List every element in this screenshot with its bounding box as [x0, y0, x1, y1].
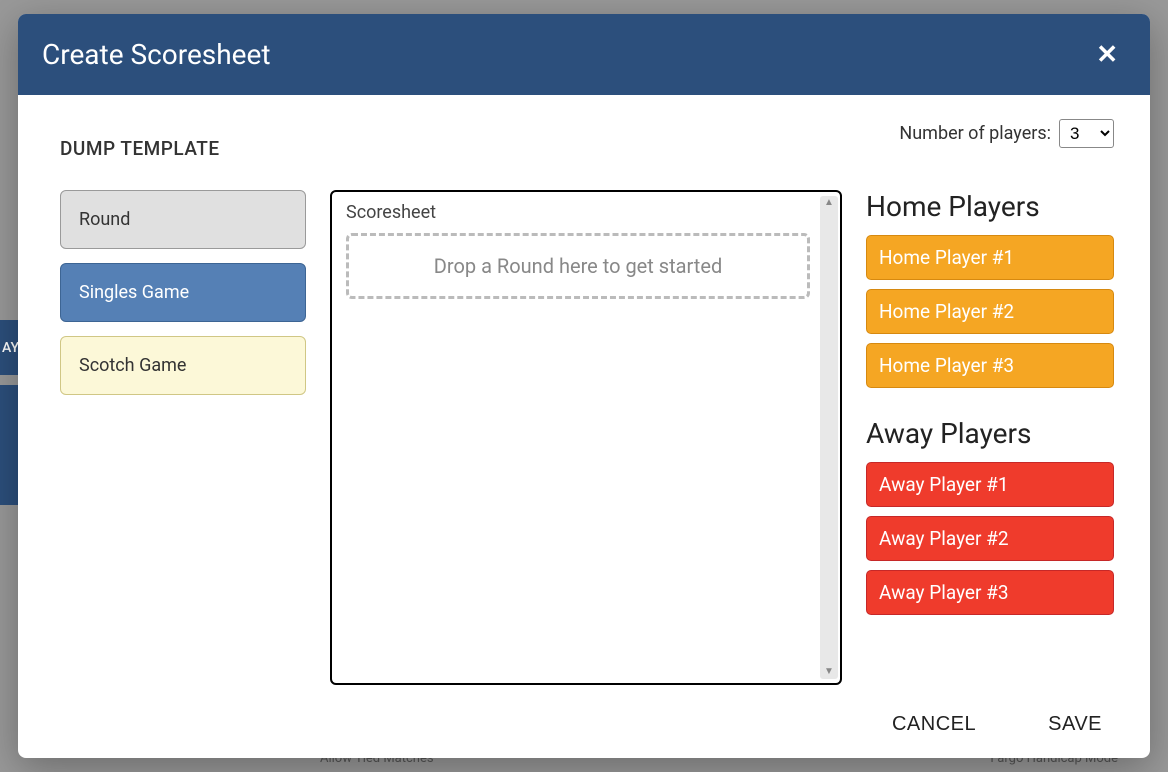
away-players-heading: Away Players [866, 417, 1114, 450]
away-player-1[interactable]: Away Player #1 [866, 462, 1114, 507]
scroll-down-icon[interactable]: ▼ [824, 667, 834, 677]
create-scoresheet-modal: Create Scoresheet ✕ DUMP TEMPLATE Number… [18, 14, 1150, 758]
scrollbar[interactable]: ▲ ▼ [820, 196, 838, 679]
modal-body: DUMP TEMPLATE Number of players: 3 Round… [18, 95, 1150, 695]
modal-title: Create Scoresheet [42, 38, 271, 71]
away-player-3[interactable]: Away Player #3 [866, 570, 1114, 615]
scoresheet-label: Scoresheet [346, 202, 832, 223]
scroll-up-icon[interactable]: ▲ [824, 198, 834, 208]
dump-template-button[interactable]: DUMP TEMPLATE [60, 137, 220, 160]
modal-header: Create Scoresheet ✕ [18, 14, 1150, 95]
home-player-3[interactable]: Home Player #3 [866, 343, 1114, 388]
scoresheet-canvas[interactable]: Scoresheet Drop a Round here to get star… [330, 190, 842, 685]
home-players-heading: Home Players [866, 190, 1114, 223]
game-type-scotch[interactable]: Scotch Game [60, 336, 306, 395]
away-player-2[interactable]: Away Player #2 [866, 516, 1114, 561]
main-content-row: Round Singles Game Scotch Game Scoreshee… [60, 190, 1114, 685]
cancel-button[interactable]: CANCEL [892, 713, 976, 736]
number-of-players-label: Number of players: [899, 123, 1051, 144]
home-player-1[interactable]: Home Player #1 [866, 235, 1114, 280]
top-controls-row: DUMP TEMPLATE Number of players: 3 [60, 119, 1114, 160]
round-dropzone[interactable]: Drop a Round here to get started [346, 233, 810, 299]
home-player-2[interactable]: Home Player #2 [866, 289, 1114, 334]
modal-footer: CANCEL SAVE [18, 695, 1150, 758]
players-panel: Home Players Home Player #1 Home Player … [866, 190, 1114, 685]
number-of-players-select[interactable]: 3 [1059, 119, 1114, 148]
game-type-singles[interactable]: Singles Game [60, 263, 306, 322]
close-icon[interactable]: ✕ [1096, 42, 1118, 68]
number-of-players-control: Number of players: 3 [899, 119, 1114, 148]
game-type-palette: Round Singles Game Scotch Game [60, 190, 306, 685]
save-button[interactable]: SAVE [1048, 713, 1102, 736]
game-type-round[interactable]: Round [60, 190, 306, 249]
